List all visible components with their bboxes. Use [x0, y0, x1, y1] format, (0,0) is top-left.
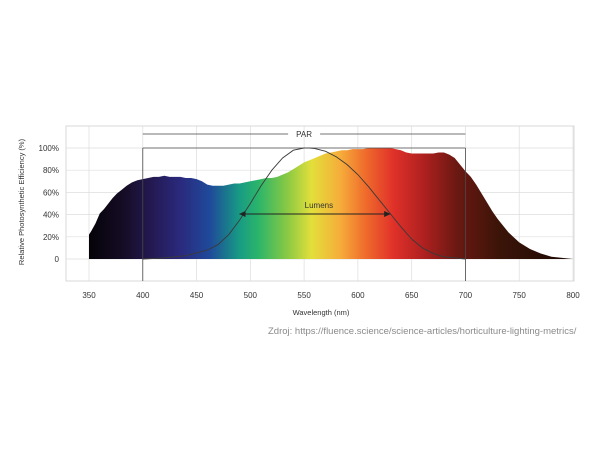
x-tick-label: 500 [244, 291, 258, 300]
lumens-curve [142, 147, 466, 260]
x-tick-label: 400 [136, 291, 150, 300]
lumens-label: Lumens [305, 201, 333, 210]
x-tick-label: 750 [513, 291, 527, 300]
y-tick-label: 100% [39, 144, 59, 153]
y-tick-label: 60% [43, 188, 59, 197]
y-tick-label: 0 [55, 255, 60, 264]
x-tick-label: 550 [297, 291, 311, 300]
x-axis-ticks: 350 400 450 500 550 600 650 700 750 800 [82, 291, 580, 300]
plot-frame [142, 147, 466, 281]
y-axis-title: Relative Photosynthetic Efficiency (%) [17, 138, 26, 265]
y-tick-label: 40% [43, 211, 59, 220]
par-label: PAR [296, 130, 312, 139]
spectrum-area [89, 148, 573, 259]
par-annotation: PAR [142, 130, 466, 139]
x-tick-label: 600 [351, 291, 365, 300]
lumens-annotation: Lumens [239, 201, 391, 217]
x-tick-label: 650 [405, 291, 419, 300]
x-tick-label: 700 [459, 291, 473, 300]
x-tick-label: 350 [82, 291, 96, 300]
source-credit: Zdroj: https://fluence.science/science-a… [268, 326, 577, 337]
plot-border [65, 125, 575, 282]
x-tick-label: 800 [566, 291, 580, 300]
y-tick-label: 80% [43, 166, 59, 175]
x-tick-label: 450 [190, 291, 204, 300]
y-axis-ticks: 0 20% 40% 60% 80% 100% [39, 144, 60, 264]
y-tick-label: 20% [43, 233, 59, 242]
x-axis-title: Wavelength (nm) [293, 308, 350, 317]
